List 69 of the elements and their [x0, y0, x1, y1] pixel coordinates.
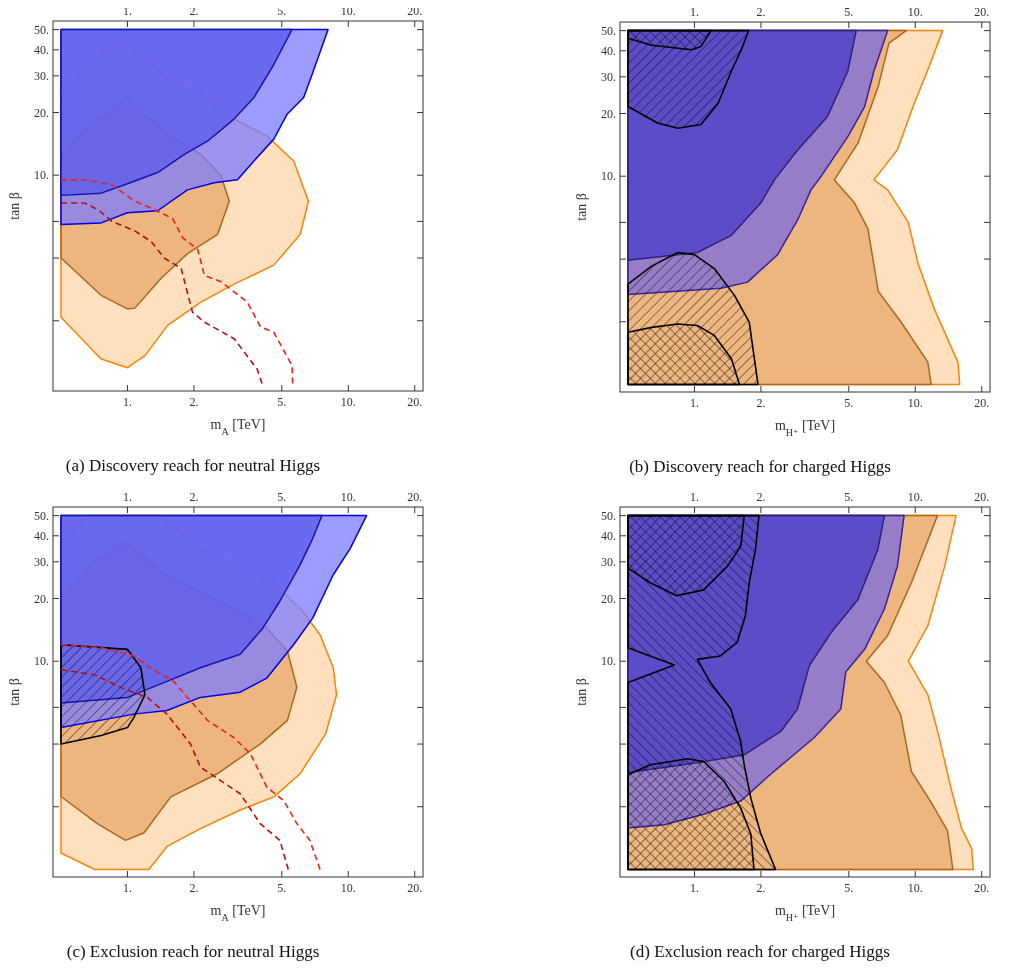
- x-tick-label: 1.: [689, 490, 699, 504]
- text: 5.: [277, 881, 287, 895]
- text: 5.: [277, 395, 287, 409]
- y-tick-label: 50.: [601, 508, 616, 523]
- y-axis-title: tan β: [7, 678, 22, 706]
- text: 1.: [689, 881, 699, 895]
- text: 1.: [122, 395, 132, 409]
- y-axis-title: tan β: [574, 193, 589, 221]
- text: (d) Exclusion reach for charged Higgs: [630, 942, 890, 961]
- x-tick-label: 20.: [407, 490, 423, 504]
- x-tick-label: 20.: [974, 490, 990, 504]
- y-tick-label: 30.: [34, 555, 49, 570]
- y-tick-label: 50.: [34, 508, 49, 523]
- text: 1.: [122, 881, 132, 895]
- text: (b) Discovery reach for charged Higgs: [629, 457, 891, 476]
- text: 5.: [844, 396, 854, 410]
- text: 10.: [907, 396, 923, 410]
- y-tick-label: 10.: [601, 169, 616, 184]
- text: 20.: [407, 395, 423, 409]
- text: 20.: [974, 881, 990, 895]
- x-tick-label: 1.: [689, 5, 699, 19]
- y-tick-label: 30.: [601, 70, 616, 85]
- x-tick-label: 1.: [122, 4, 132, 18]
- text: 10.: [340, 881, 356, 895]
- x-tick-label: 5.: [844, 490, 854, 504]
- x-tick-label: 2.: [189, 490, 199, 504]
- y-tick-label: 10.: [34, 168, 49, 183]
- x-axis-title: m$_{A}$ [TeV]: [210, 903, 266, 923]
- y-tick-label: 30.: [601, 555, 616, 570]
- text: 2.: [189, 395, 199, 409]
- y-tick-label: 20.: [601, 591, 616, 606]
- x-tick-label: 2.: [756, 490, 766, 504]
- y-tick-label: 40.: [34, 43, 49, 57]
- x-tick-label: 5.: [844, 5, 854, 19]
- y-tick-label: 30.: [34, 69, 49, 84]
- x-tick-label: 20.: [974, 5, 990, 19]
- y-tick-label: 50.: [34, 22, 49, 37]
- y-tick-label: 20.: [601, 106, 616, 121]
- x-tick-label: 10.: [907, 5, 923, 19]
- y-axis-title: tan β: [574, 678, 589, 706]
- text: 2.: [756, 396, 766, 410]
- text: 10.: [907, 881, 923, 895]
- text: 5.: [844, 881, 854, 895]
- y-tick-label: 40.: [34, 529, 49, 543]
- x-tick-label: 1.: [122, 490, 132, 504]
- text: 1.: [689, 396, 699, 410]
- x-tick-label: 5.: [277, 4, 287, 18]
- y-tick-label: 50.: [601, 23, 616, 38]
- x-axis-title: m$_{H⁺}$ [TeV]: [774, 418, 836, 438]
- y-axis-title: tan β: [7, 192, 22, 220]
- text: 20.: [407, 881, 423, 895]
- y-tick-label: 10.: [34, 654, 49, 669]
- text: (c) Exclusion reach for neutral Higgs: [66, 942, 320, 961]
- x-tick-label: 10.: [340, 490, 356, 504]
- y-tick-label: 10.: [601, 654, 616, 669]
- text: (a) Discovery reach for neutral Higgs: [65, 456, 321, 475]
- text: 10.: [340, 395, 356, 409]
- text: 20.: [974, 396, 990, 410]
- y-tick-label: 20.: [34, 105, 49, 120]
- x-tick-label: 2.: [756, 5, 766, 19]
- text: 2.: [189, 881, 199, 895]
- x-tick-label: 5.: [277, 490, 287, 504]
- text: 2.: [756, 881, 766, 895]
- y-tick-label: 20.: [34, 591, 49, 606]
- x-axis-title: m$_{A}$ [TeV]: [210, 417, 266, 437]
- y-tick-label: 40.: [601, 529, 616, 543]
- x-axis-title: m$_{H⁺}$ [TeV]: [774, 903, 836, 923]
- x-tick-label: 10.: [907, 490, 923, 504]
- y-tick-label: 40.: [601, 44, 616, 58]
